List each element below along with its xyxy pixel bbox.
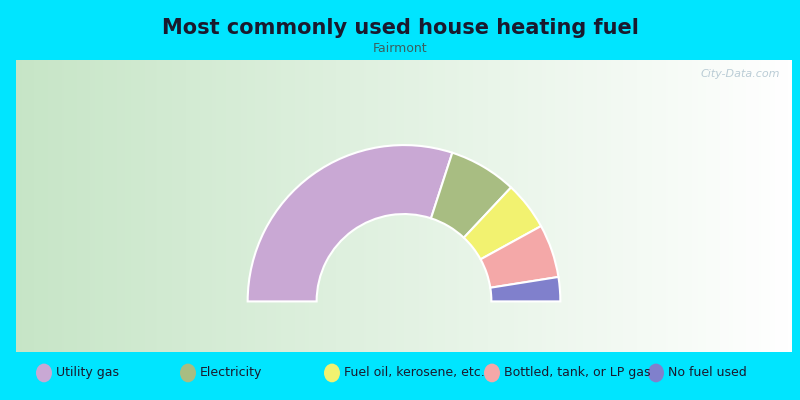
Ellipse shape: [484, 364, 500, 382]
Wedge shape: [464, 188, 541, 259]
Text: Fuel oil, kerosene, etc.: Fuel oil, kerosene, etc.: [344, 366, 485, 380]
Wedge shape: [490, 277, 560, 302]
Text: Utility gas: Utility gas: [56, 366, 119, 380]
Text: City-Data.com: City-Data.com: [701, 69, 780, 79]
Text: Electricity: Electricity: [200, 366, 262, 380]
Text: Bottled, tank, or LP gas: Bottled, tank, or LP gas: [504, 366, 650, 380]
Ellipse shape: [180, 364, 196, 382]
Wedge shape: [431, 153, 511, 238]
Ellipse shape: [324, 364, 340, 382]
Text: Most commonly used house heating fuel: Most commonly used house heating fuel: [162, 18, 638, 38]
Ellipse shape: [36, 364, 52, 382]
Text: No fuel used: No fuel used: [668, 366, 746, 380]
Text: Fairmont: Fairmont: [373, 42, 427, 55]
Ellipse shape: [648, 364, 664, 382]
Wedge shape: [248, 145, 452, 302]
Wedge shape: [481, 226, 558, 288]
